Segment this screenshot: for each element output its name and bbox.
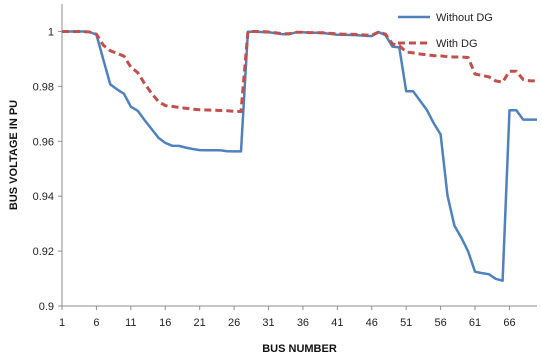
x-tick-label: 66 [503, 317, 515, 329]
y-tick-label: 0.94 [33, 191, 54, 203]
y-tick-label: 0.98 [33, 81, 54, 93]
legend: Without DG With DG [398, 12, 493, 50]
x-tick-label: 51 [400, 317, 412, 329]
legend-label: With DG [436, 38, 478, 50]
y-tick-label: 0.92 [33, 246, 54, 258]
x-tick-label: 41 [331, 317, 343, 329]
x-tick-label: 61 [469, 317, 481, 329]
legend-label: Without DG [436, 12, 493, 24]
series-line-with-dg [62, 30, 537, 114]
axes [61, 4, 537, 307]
x-tick-label: 1 [59, 317, 65, 329]
y-tick-label: 0.9 [39, 301, 54, 313]
series-line-without-dg [62, 30, 537, 282]
x-tick-label: 16 [159, 317, 171, 329]
x-axis-title: BUS NUMBER [262, 343, 337, 355]
y-axis-title: BUS VOLTAGE IN PU [8, 100, 20, 210]
y-tick-label: 1 [48, 26, 54, 38]
x-tick-label: 6 [93, 317, 99, 329]
series-lines [62, 30, 537, 282]
x-tick-label: 36 [297, 317, 309, 329]
x-tick-label: 26 [228, 317, 240, 329]
x-tick-label: 31 [262, 317, 274, 329]
x-tick-label: 21 [194, 317, 206, 329]
x-tick-label: 56 [434, 317, 446, 329]
y-tick-label: 0.96 [33, 136, 54, 148]
x-tick-label: 11 [125, 317, 136, 329]
x-tick-label: 46 [366, 317, 378, 329]
